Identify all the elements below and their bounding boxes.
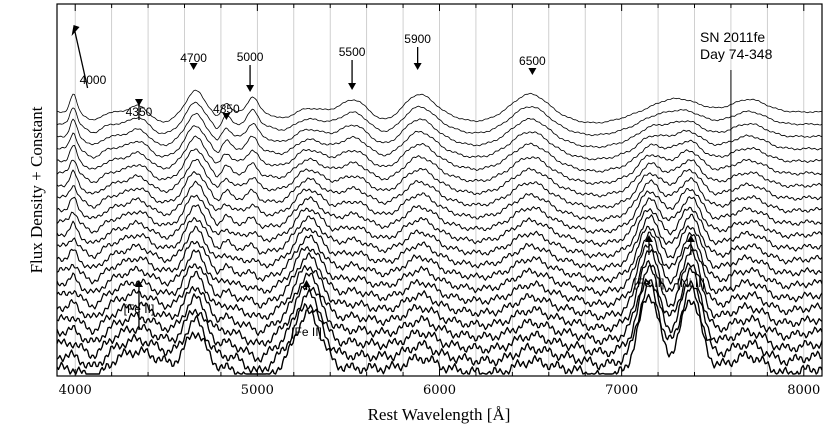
arrow-label: 5900 [404,32,431,46]
spectrum-line [56,213,823,272]
arrow-head [686,235,695,242]
arrow-head [413,63,422,70]
spectrum-line [56,187,823,234]
arrow-head [528,68,537,75]
arrow-head [189,63,198,70]
arrow-label: 4350 [126,105,153,119]
spectrum-line [56,101,823,137]
arrow-label: [Fe II] [291,325,322,339]
arrow-label: 4850 [213,102,240,116]
arrow-head [134,99,143,106]
spectrum-line [56,264,823,347]
x-tick-label: 6000 [423,383,456,398]
spectra-series [56,70,823,375]
spectrum-line [56,158,823,198]
spectrum-line [56,125,823,161]
arrow-label: 5000 [237,50,264,64]
arrow-head [644,235,653,242]
arrow-label: 4000 [80,73,107,87]
chart-subtitle: Day 74-348 [700,46,773,62]
spectrum-line [56,196,823,248]
spectrum-line [56,243,823,310]
spectrum-line [56,225,823,285]
spectrum-line [56,89,823,124]
spectrum-line [56,148,823,185]
arrow-label: 4700 [180,51,207,65]
spectrum-line [56,282,823,374]
annotations: 4000 4350 4700 4850 5000 5500 5900 6500 [Fe II] [… [71,25,705,339]
x-tick-label: 7000 [605,383,638,398]
arrow-label: [Fe II] [124,302,155,316]
x-axis-ticks: 4000 5000 6000 7000 8000 [59,4,820,398]
y-axis-label: Flux Density + Constant [27,106,46,273]
spectrum-line [56,278,823,363]
arrow-head [71,25,80,36]
spectrum-line [56,206,823,260]
arrow-label: [Fe II] [634,276,665,290]
x-tick-label: 8000 [787,383,820,398]
arrow-label: 6500 [519,54,546,68]
arrow-head [348,83,357,90]
spectrum-line [56,260,823,336]
spectrum-line [56,135,823,173]
arrow-head [302,280,311,287]
arrow-head [246,85,255,92]
arrow-label: [Ni II] [677,276,705,290]
arrow-shaft [73,29,89,89]
arrow-label: 5500 [339,45,366,59]
x-axis-label: Rest Wavelength [Å] [368,405,511,424]
arrow-head [134,280,143,287]
x-tick-label: 4000 [59,383,92,398]
spectrum-line [56,249,823,321]
spectrum-line [56,112,823,149]
spectrum-line [56,231,823,297]
spectrum-line [56,293,823,375]
x-tick-label: 5000 [241,383,274,398]
spectrum-line [56,177,823,222]
chart-title: SN 2011fe [700,29,765,45]
spectrum-line [56,168,823,210]
arrow-head [222,113,231,120]
